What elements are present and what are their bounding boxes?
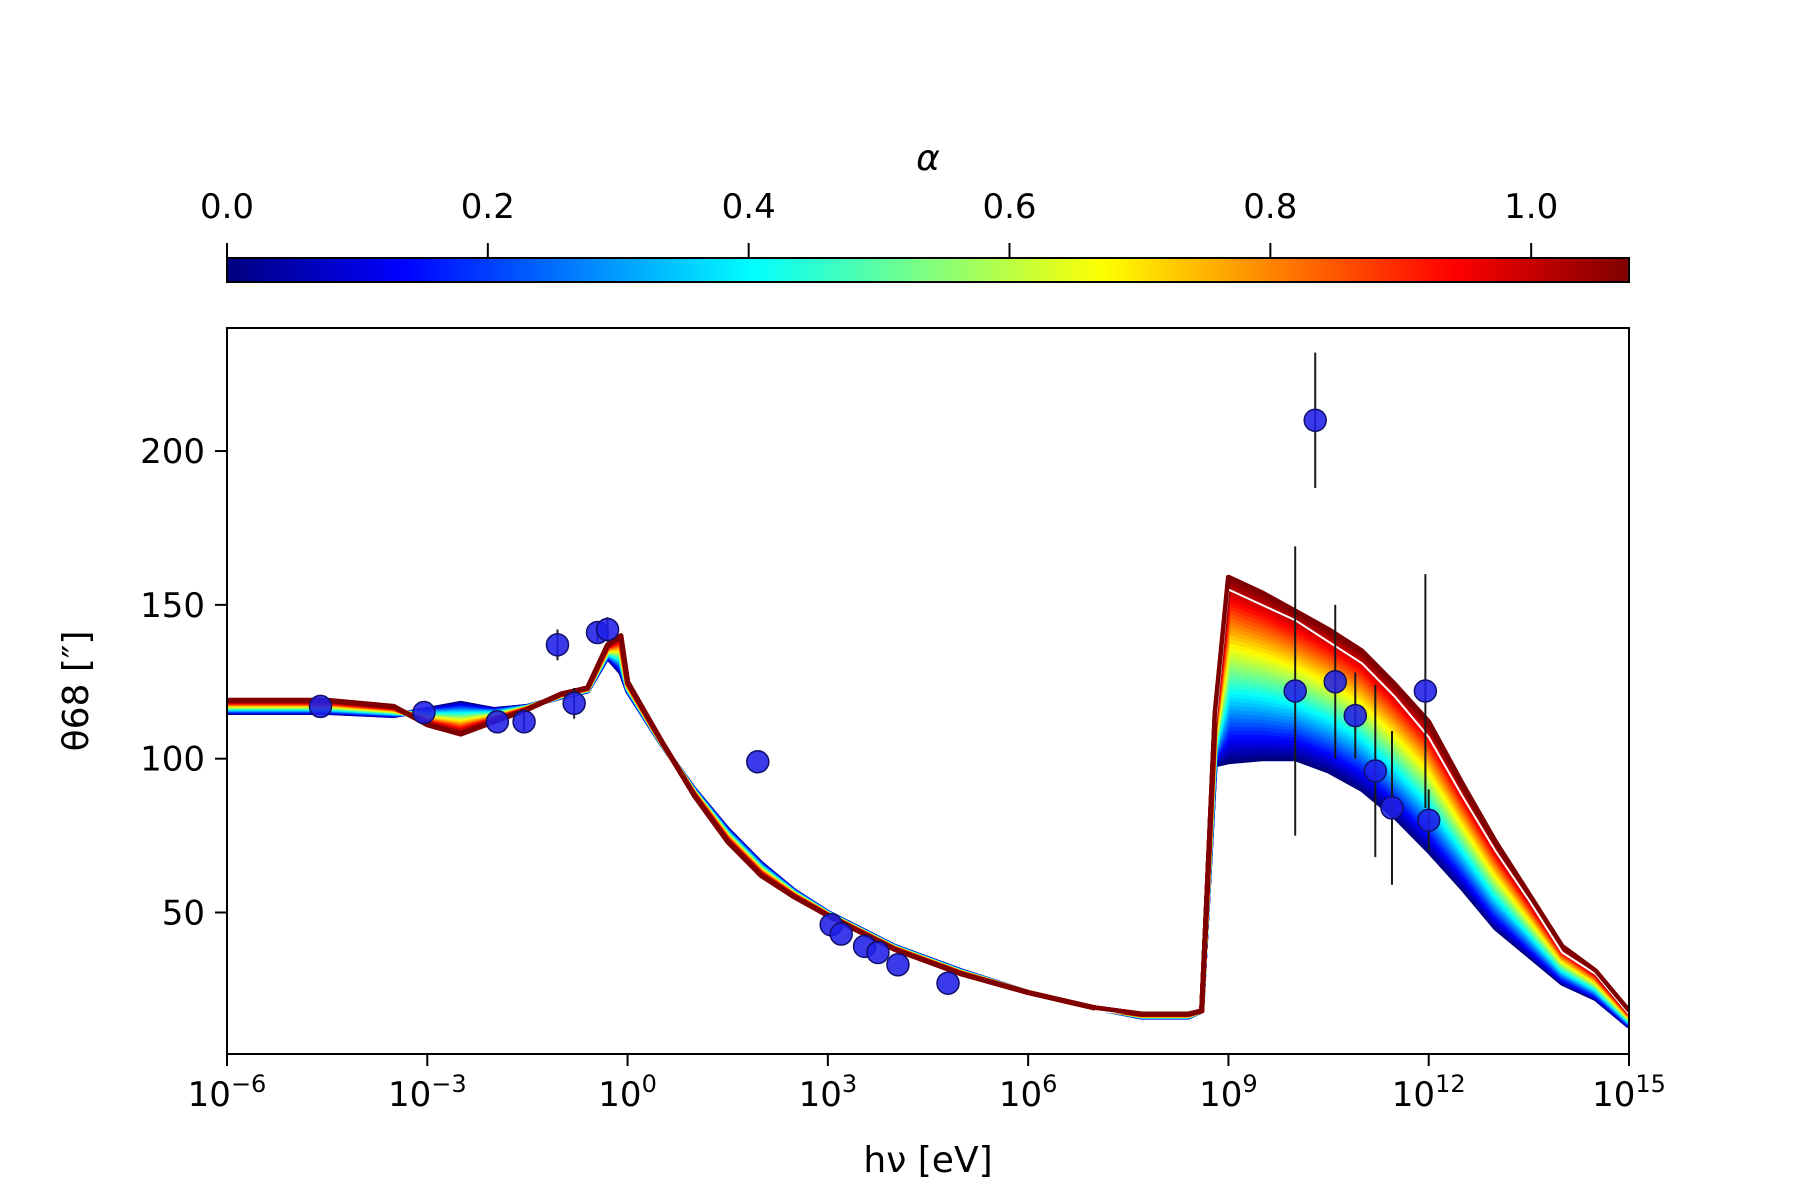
y-tick-label: 200 — [140, 432, 205, 472]
alpha-max-curve — [227, 575, 1629, 1016]
data-point — [1283, 679, 1307, 703]
data-point — [1416, 808, 1441, 832]
x-tick-label: 109 — [1199, 1070, 1258, 1115]
colorbar-tick-label: 0.2 — [461, 187, 515, 227]
x-axis-label: hν [eV] — [863, 1140, 992, 1181]
data-point — [829, 922, 853, 946]
x-axis-ticks: 10−6 10−3 100 103 106 109 1012 1015 — [188, 1054, 1666, 1115]
data-point — [412, 700, 436, 725]
data-point — [512, 710, 536, 734]
data-points — [308, 408, 1441, 995]
y-tick-label: 50 — [162, 893, 205, 933]
colorbar-tick-label: 0.8 — [1243, 187, 1297, 227]
plot-area: 10−6 10−3 100 103 106 109 1012 1015 50 100 150 200 — [140, 327, 1666, 1115]
data-point — [1343, 703, 1368, 728]
data-point — [1413, 679, 1438, 703]
data-point — [886, 953, 910, 977]
colorbar: α 0.0 0.2 0.4 0.6 0.8 1.0 — [200, 138, 1630, 283]
data-point — [1303, 408, 1327, 433]
y-tick-label: 150 — [140, 586, 205, 626]
data-point — [562, 691, 586, 716]
x-tick-label: 1015 — [1592, 1070, 1666, 1115]
data-point — [485, 710, 510, 734]
plot-frame — [226, 327, 1630, 1055]
alpha-curve-band — [227, 574, 1629, 1029]
x-tick-label: 10−3 — [388, 1070, 467, 1115]
y-axis-label: θ68 [″] — [56, 631, 97, 752]
data-point — [866, 940, 890, 965]
data-point — [1380, 796, 1404, 820]
data-point — [746, 750, 770, 774]
data-point — [936, 971, 960, 995]
colorbar-tick-label: 0.4 — [722, 187, 776, 227]
x-tick-label: 100 — [598, 1070, 657, 1115]
y-axis-ticks: 50 100 150 200 — [140, 432, 227, 933]
colorbar-label: α — [916, 138, 940, 179]
x-tick-label: 106 — [999, 1070, 1058, 1115]
data-point — [595, 617, 620, 642]
colorbar-gradient — [226, 257, 1630, 283]
colorbar-ticks: 0.0 0.2 0.4 0.6 0.8 1.0 — [200, 187, 1558, 258]
data-point — [1323, 670, 1347, 694]
data-point — [545, 633, 570, 657]
colorbar-tick-label: 1.0 — [1504, 187, 1558, 227]
data-point — [308, 694, 333, 719]
data-point — [1363, 759, 1388, 783]
colorbar-tick-label: 0.6 — [982, 187, 1036, 227]
x-tick-label: 103 — [799, 1070, 858, 1115]
x-tick-label: 10−6 — [188, 1070, 267, 1115]
x-tick-label: 1012 — [1392, 1070, 1466, 1115]
colorbar-tick-label: 0.0 — [200, 187, 254, 227]
y-tick-label: 100 — [140, 740, 205, 780]
